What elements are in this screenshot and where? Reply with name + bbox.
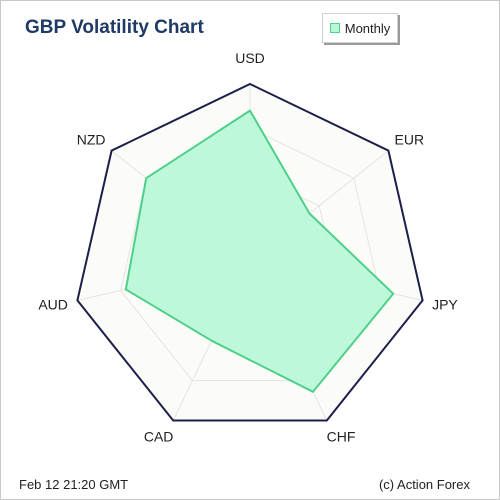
legend-label-monthly: Monthly xyxy=(344,20,391,36)
chart-title: GBP Volatility Chart xyxy=(25,17,204,38)
footer-credit: (c) Action Forex xyxy=(378,477,470,492)
axis-label-jpy: JPY xyxy=(432,296,458,312)
axis-label-aud: AUD xyxy=(38,296,68,312)
axis-label-eur: EUR xyxy=(395,131,425,147)
axis-label-chf: CHF xyxy=(327,429,356,445)
radar-outer-frame xyxy=(76,82,424,422)
series-monthly-area xyxy=(124,109,395,393)
axis-label-nzd: NZD xyxy=(77,131,106,147)
legend: Monthly xyxy=(322,13,398,43)
legend-swatch xyxy=(329,23,340,33)
footer-timestamp: Feb 12 21:20 GMT xyxy=(19,477,129,492)
axis-label-usd: USD xyxy=(235,50,265,66)
axis-label-cad: CAD xyxy=(144,429,174,445)
